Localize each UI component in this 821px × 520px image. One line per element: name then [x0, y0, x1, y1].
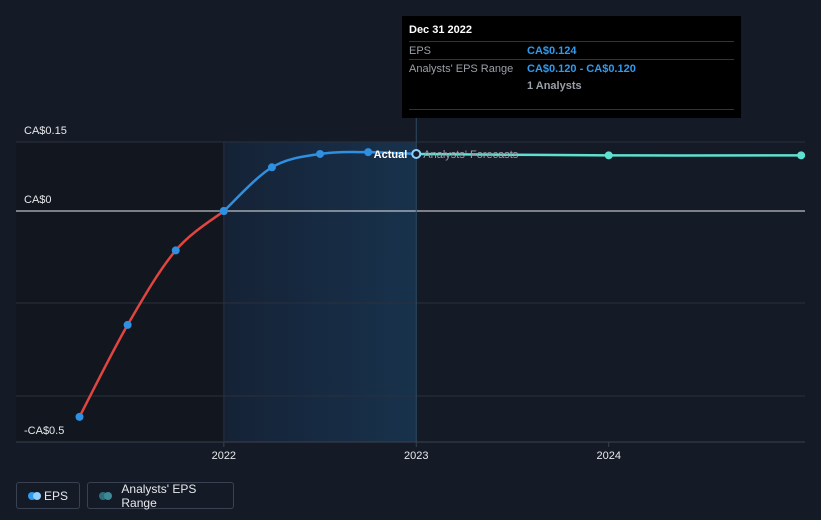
data-point-actual-positive-1: [267, 163, 276, 172]
legend-eps-label: EPS: [43, 488, 68, 503]
legend-range-button[interactable]: Analysts' EPS Range: [87, 481, 234, 510]
y-tick-label-0: CA$0.15: [24, 125, 67, 137]
data-point-actual-negative-0: [75, 412, 84, 421]
forecast-label: Analysts' Forecasts: [423, 149, 519, 161]
series-line-actual-negative: [78, 210, 225, 418]
eps-tooltip: Dec 31 2022 EPS CA$0.124 Analysts' EPS R…: [402, 16, 741, 118]
actual-label: Actual: [374, 149, 408, 161]
range-legend-icon: [99, 491, 112, 500]
tooltip-eps-value: CA$0.124: [527, 44, 577, 57]
eps-legend-icon: [28, 491, 41, 500]
data-point-actual-positive-3: [364, 148, 373, 157]
highlight-range: [223, 142, 417, 442]
x-tick-label-0: 2022: [212, 450, 236, 462]
tooltip-range-value: CA$0.120 - CA$0.120: [527, 62, 636, 75]
legend-range-label: Analysts' EPS Range: [121, 481, 197, 510]
past-shade: [16, 142, 224, 442]
data-point-actual-positive-4: [411, 148, 422, 159]
legend-eps-button[interactable]: EPS: [16, 482, 80, 509]
y-tick-label-1: CA$0: [24, 194, 52, 206]
data-point-forecast-2: [797, 151, 806, 160]
data-point-actual-positive-0: [219, 207, 228, 215]
tooltip-analysts-row: 1 Analysts: [409, 77, 734, 94]
tooltip-divider: [409, 109, 734, 110]
y-tick-label-2: -CA$0.5: [24, 425, 64, 437]
data-point-forecast-1: [604, 151, 613, 160]
data-point-actual-negative-1: [123, 320, 132, 329]
tooltip-eps-row: EPS CA$0.124: [409, 41, 734, 59]
tooltip-range-label: Analysts' EPS Range: [409, 62, 514, 75]
x-tick-label-1: 2023: [404, 450, 428, 462]
tooltip-eps-label: EPS: [409, 44, 432, 57]
tooltip-range-row: Analysts' EPS Range CA$0.120 - CA$0.120: [409, 59, 734, 77]
x-tick-label-2: 2024: [596, 450, 620, 462]
tooltip-date: Dec 31 2022: [409, 24, 472, 36]
data-point-actual-negative-2: [171, 246, 180, 255]
data-point-actual-positive-2: [316, 149, 325, 158]
tooltip-analysts-count: 1 Analysts: [527, 79, 582, 92]
